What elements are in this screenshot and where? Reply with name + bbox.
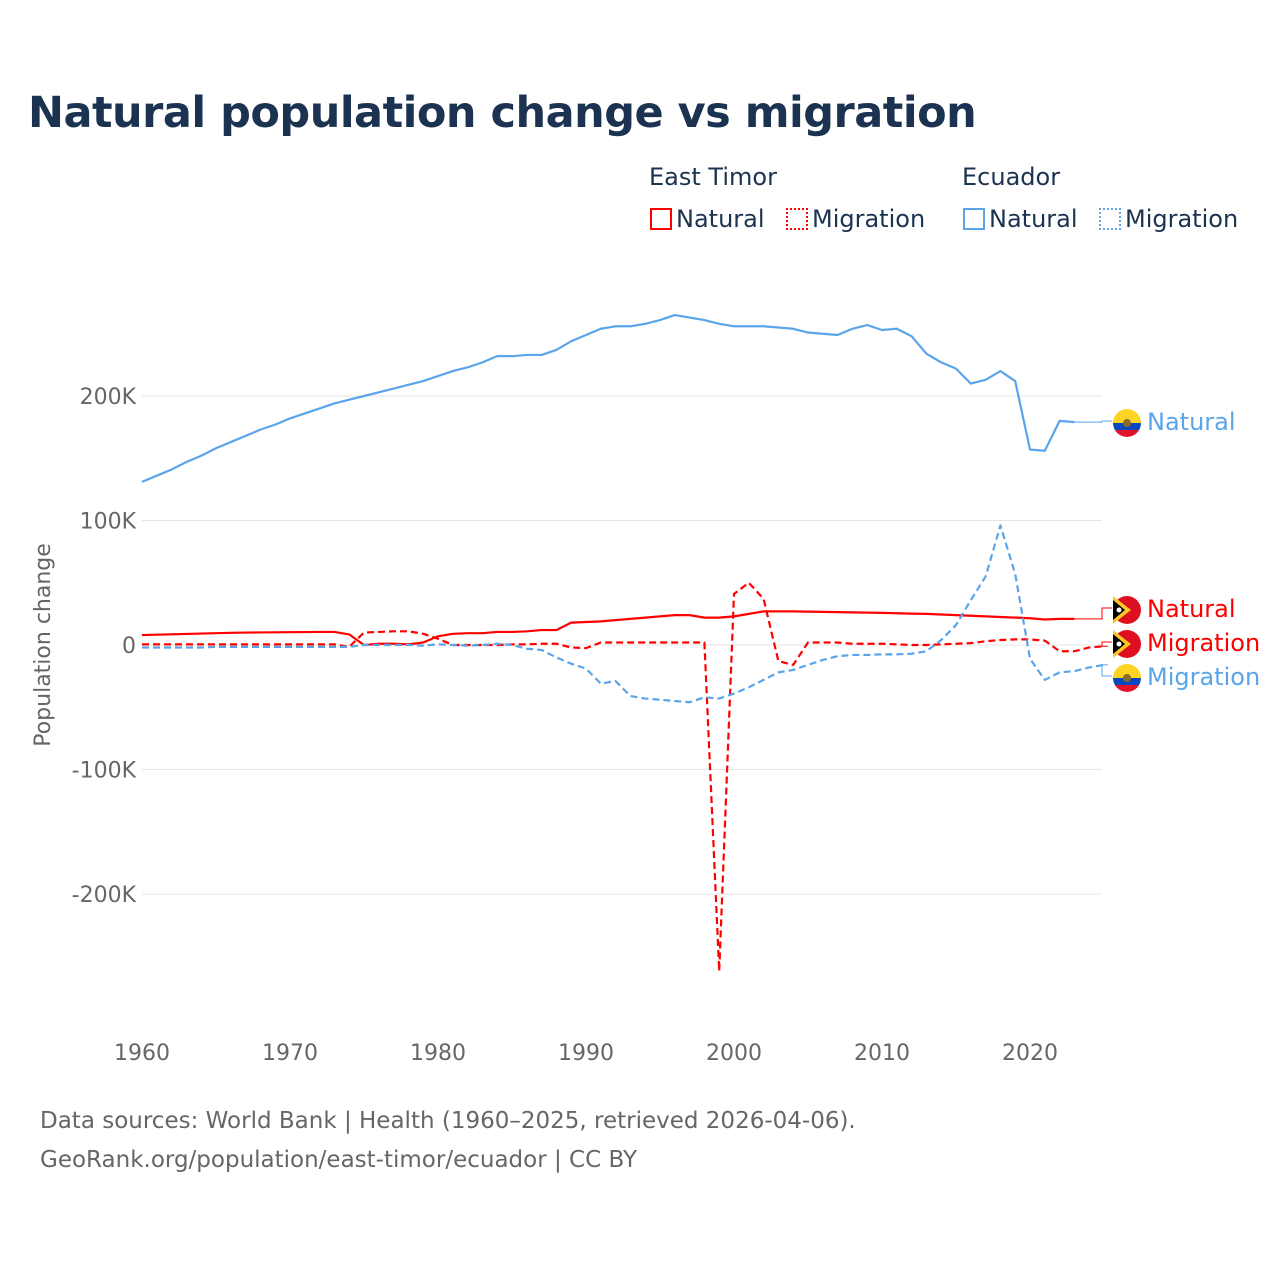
legend-group-ecuador: Ecuador <box>962 163 1061 191</box>
label-connector <box>1074 607 1112 620</box>
y-tick-label: 100K <box>80 510 137 535</box>
series-end-label: Natural <box>1147 595 1236 623</box>
x-tick-label: 1960 <box>114 1041 170 1066</box>
label-connector <box>1074 420 1112 423</box>
ecuador-flag-icon <box>1113 664 1141 692</box>
y-tick-label: -200K <box>72 883 137 908</box>
x-tick-label: 1990 <box>558 1041 614 1066</box>
series-end-label: Natural <box>1147 408 1236 436</box>
legend-label: Migration <box>1125 205 1239 233</box>
x-tick-label: 1970 <box>262 1041 318 1066</box>
series-line-east-timor-natural[interactable] <box>141 610 1075 647</box>
legend-swatch-solid <box>963 208 985 230</box>
legend-swatch-solid <box>650 208 672 230</box>
series-end-label: Migration <box>1147 663 1260 691</box>
legend-group-east-timor: East Timor <box>649 163 777 191</box>
legend-item-ecuador-natural[interactable]: Natural <box>963 205 1078 233</box>
label-connector <box>1101 664 1112 677</box>
series-line-ecuador-migration[interactable] <box>142 524 1105 704</box>
legend-swatch-dotted <box>1099 208 1121 230</box>
series-line-ecuador-natural[interactable] <box>141 313 1075 483</box>
x-tick-label: 2010 <box>854 1041 910 1066</box>
legend-item-east-timor-natural[interactable]: Natural <box>650 205 765 233</box>
x-tick-label: 2000 <box>706 1041 762 1066</box>
chart-title: Natural population change vs migration <box>28 88 977 138</box>
legend-swatch-dotted <box>786 208 808 230</box>
y-tick-label: 200K <box>80 385 137 410</box>
east-timor-flag-icon <box>1113 630 1141 658</box>
legend-label: Natural <box>676 205 765 233</box>
footer-link[interactable]: GeoRank.org/population/east-timor/ecuado… <box>40 1147 638 1173</box>
legend-label: Natural <box>989 205 1078 233</box>
legend-item-ecuador-migration[interactable]: Migration <box>1099 205 1238 233</box>
label-connector <box>1101 641 1112 647</box>
legend-label: Migration <box>812 205 926 233</box>
series-line-east-timor-migration[interactable] <box>142 581 1105 973</box>
y-axis-label: Population change <box>31 543 56 747</box>
y-tick-label: -100K <box>72 759 137 784</box>
series-end-label: Migration <box>1147 629 1260 657</box>
footer-sources: Data sources: World Bank | Health (1960–… <box>40 1108 856 1134</box>
y-tick-label: 0 <box>122 634 136 659</box>
ecuador-flag-icon <box>1113 409 1141 437</box>
x-tick-label: 1980 <box>410 1041 466 1066</box>
legend-item-east-timor-migration[interactable]: Migration <box>786 205 925 233</box>
east-timor-flag-icon <box>1113 596 1141 624</box>
x-tick-label: 2020 <box>1002 1041 1058 1066</box>
